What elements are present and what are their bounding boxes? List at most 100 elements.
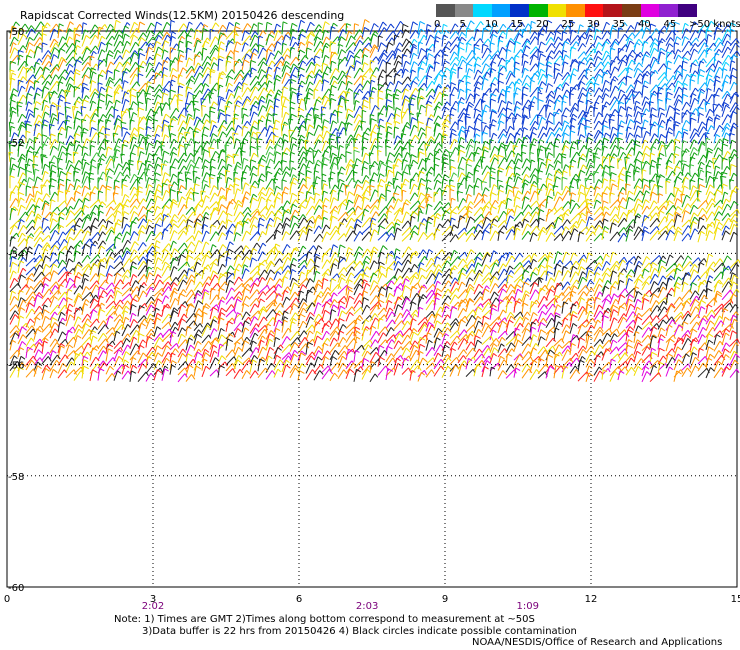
- wind-barb: [625, 24, 635, 34]
- wind-barb: [713, 60, 722, 73]
- legend-swatch: [510, 4, 530, 17]
- y-tick-label: -60: [8, 583, 24, 594]
- legend-swatch: [622, 4, 641, 17]
- wind-barb: [393, 42, 403, 54]
- wind-barb: [449, 23, 459, 35]
- wind-barb: [569, 59, 578, 72]
- wind-barb: [377, 52, 388, 65]
- wind-barb: [577, 61, 585, 72]
- wind-barb: [593, 22, 600, 33]
- wind-barb: [329, 41, 336, 53]
- wind-barb: [329, 60, 337, 74]
- wind-barb: [137, 52, 146, 66]
- wind-barb: [513, 40, 521, 53]
- wind-barb: [681, 22, 689, 34]
- wind-barb: [105, 23, 114, 33]
- wind-barb: [609, 38, 620, 48]
- wind-barb: [377, 42, 387, 53]
- wind-barb: [49, 47, 60, 60]
- wind-barb: [97, 49, 106, 61]
- wind-barb: [17, 27, 25, 39]
- wind-barb: [353, 60, 362, 72]
- wind-barb: [113, 40, 125, 53]
- wind-barb: [689, 42, 699, 52]
- wind-barb: [281, 42, 287, 54]
- wind-barb: [465, 42, 472, 53]
- wind-barb: [169, 67, 178, 78]
- legend-swatch: [436, 4, 455, 17]
- legend-swatch: [640, 4, 660, 17]
- x-tick-label: 15: [731, 594, 740, 605]
- wind-barb: [57, 28, 64, 39]
- wind-barb: [73, 27, 79, 41]
- wind-barb: [185, 65, 195, 74]
- wind-barb: [297, 67, 305, 79]
- wind-barb: [353, 29, 364, 39]
- wind-barb: [697, 23, 708, 34]
- wind-barb: [401, 29, 410, 39]
- legend-label: 0: [434, 19, 441, 30]
- wind-barb: [129, 27, 141, 39]
- wind-barb: [561, 61, 569, 74]
- wind-barb: [169, 31, 177, 42]
- wind-barb: [105, 61, 115, 73]
- wind-barb: [393, 48, 402, 60]
- wind-barb: [225, 40, 234, 52]
- wind-barb: [417, 20, 426, 34]
- wind-barb: [169, 20, 176, 34]
- wind-barb: [361, 19, 370, 33]
- wind-barb: [249, 34, 259, 47]
- wind-barb: [425, 53, 434, 66]
- wind-barb: [145, 46, 153, 61]
- wind-barb: [473, 21, 484, 32]
- wind-barb: [633, 62, 644, 72]
- wind-barb: [641, 53, 649, 65]
- wind-barb: [329, 26, 336, 40]
- wind-barb: [145, 30, 155, 41]
- wind-barb: [225, 69, 236, 79]
- wind-barb: [449, 56, 460, 66]
- wind-barb: [473, 63, 482, 74]
- wind-barb: [97, 41, 106, 54]
- wind-barb: [465, 20, 475, 33]
- wind-barb: [657, 40, 664, 52]
- wind-barb: [377, 21, 387, 33]
- wind-barb: [273, 66, 281, 80]
- wind-barb: [289, 28, 298, 41]
- wind-barb: [113, 29, 123, 41]
- wind-barb: [729, 42, 740, 54]
- y-tick-label: -52: [8, 138, 24, 149]
- wind-barb: [689, 29, 699, 41]
- wind-barb: [201, 55, 212, 67]
- wind-barb: [649, 38, 659, 48]
- wind-barb: [401, 40, 414, 53]
- wind-barb: [289, 22, 298, 35]
- wind-barb: [41, 42, 48, 53]
- wind-barb: [65, 70, 75, 80]
- wind-barb: [409, 38, 418, 48]
- wind-barb: [153, 40, 162, 53]
- wind-barb: [257, 22, 263, 35]
- wind-barb: [705, 42, 717, 54]
- wind-barb: [353, 23, 360, 35]
- wind-barb: [649, 47, 659, 59]
- wind-barb: [337, 43, 344, 54]
- wind-barb: [505, 49, 512, 60]
- wind-barb: [217, 41, 225, 52]
- wind-barb: [721, 46, 731, 59]
- legend-label: 40: [638, 19, 651, 30]
- wind-barb: [313, 28, 324, 41]
- wind-barb: [721, 54, 733, 66]
- notes: Note: 1) Times are GMT 2)Times along bot…: [114, 614, 577, 638]
- wind-barb: [249, 59, 256, 72]
- wind-barb: [25, 42, 34, 54]
- wind-barb: [81, 62, 92, 72]
- wind-barb: [409, 21, 418, 35]
- wind-barb: [321, 29, 329, 41]
- wind-barb: [161, 67, 169, 79]
- wind-barb: [673, 49, 682, 60]
- wind-barb: [25, 55, 32, 67]
- wind-barb: [569, 20, 576, 34]
- wind-barb: [353, 55, 361, 66]
- wind-barb: [257, 61, 268, 74]
